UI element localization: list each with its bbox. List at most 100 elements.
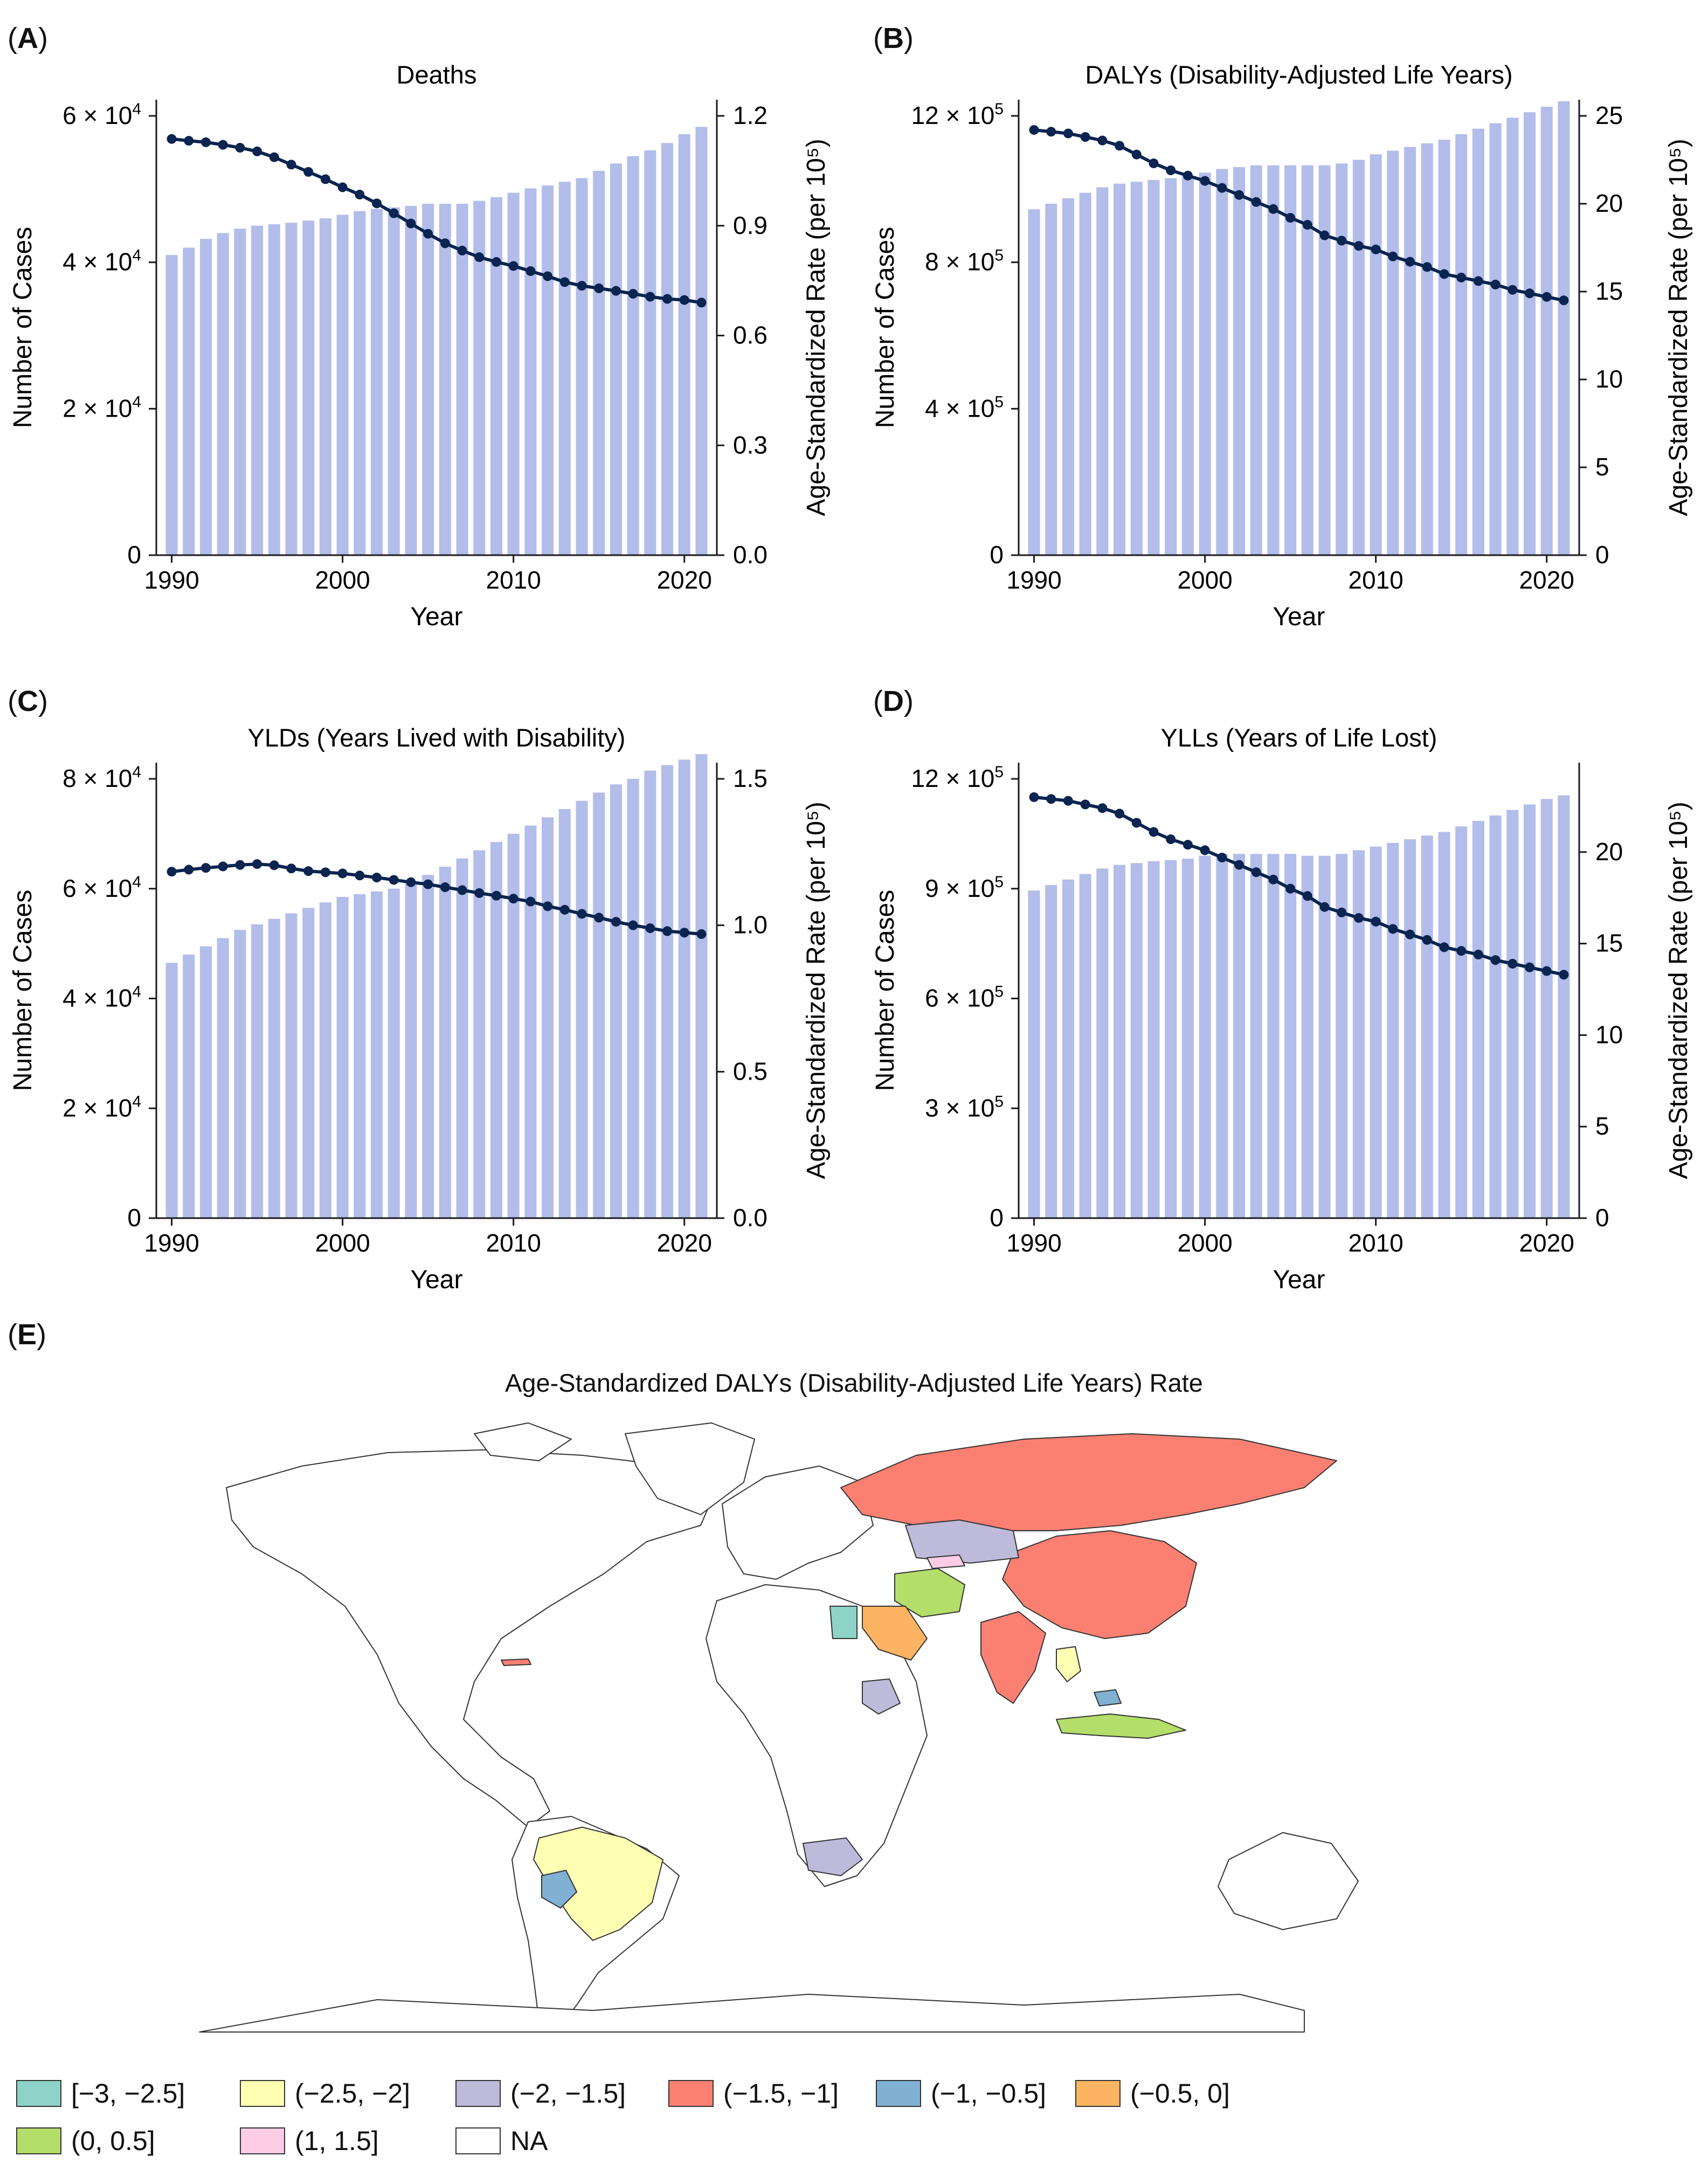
legend-label: (−1.5, −1] <box>723 2078 839 2109</box>
rate-point <box>303 866 314 876</box>
legend-item: (−2.5, −2] <box>240 2078 410 2109</box>
chart-title: DALYs (Disability-Adjusted Life Years) <box>1085 60 1512 89</box>
rate-point <box>1097 135 1108 146</box>
rate-point <box>1166 834 1176 845</box>
rate-point <box>1217 183 1227 193</box>
rate-point <box>269 152 279 162</box>
rate-point <box>457 885 467 895</box>
rate-point <box>1337 236 1347 246</box>
rate-point <box>1029 125 1039 135</box>
legend-item: (−2, −1.5] <box>455 2078 626 2109</box>
chart-ylls: YLLs (Years of Life Lost)1990 2000 2010 202… <box>871 723 1693 1294</box>
rate-point <box>320 174 330 184</box>
y-tick-label: 9 × 105 <box>925 873 1004 902</box>
bar <box>1438 140 1450 555</box>
rate-point <box>269 860 279 870</box>
x-tick-label: 2010 <box>1349 1229 1403 1257</box>
rate-point <box>1268 874 1278 884</box>
bar <box>319 218 331 556</box>
rate-point <box>474 252 485 262</box>
map-malaysia <box>1094 1689 1122 1706</box>
bar <box>695 127 708 555</box>
bar <box>1045 884 1057 1218</box>
rate-point <box>1353 241 1364 251</box>
map-egypt <box>829 1606 858 1639</box>
y2-tick-label: 5 <box>1595 1112 1609 1140</box>
rate-point <box>218 861 228 872</box>
rate-point <box>1319 230 1330 240</box>
bar <box>405 883 417 1218</box>
x-tick-label: 2020 <box>657 566 712 594</box>
bar <box>1540 799 1553 1218</box>
rate-point <box>1131 149 1142 160</box>
map-india <box>980 1611 1046 1704</box>
bar <box>490 197 503 555</box>
y-axis-label: Number of Cases <box>9 890 37 1091</box>
rate-point <box>1115 808 1125 819</box>
bar <box>251 225 264 555</box>
bar <box>576 800 588 1218</box>
rate-point <box>1508 958 1518 969</box>
legend-swatch <box>240 2127 285 2154</box>
bar <box>1489 815 1502 1218</box>
y-tick-label: 6 × 104 <box>63 873 141 902</box>
rate-point <box>389 208 399 218</box>
y-axis-label: Number of Cases <box>9 227 37 428</box>
bar <box>1318 855 1331 1218</box>
y2-tick-label: 15 <box>1595 277 1623 305</box>
legend-label: (0, 0.5] <box>71 2126 155 2156</box>
map-ethiopia <box>862 1678 901 1715</box>
bar <box>319 902 331 1218</box>
bar <box>1199 172 1211 555</box>
bar <box>1506 810 1519 1218</box>
bar <box>199 946 212 1218</box>
rate-point <box>200 863 211 873</box>
y-tick-label: 8 × 105 <box>925 247 1004 276</box>
bar <box>1506 118 1519 556</box>
bar <box>1062 879 1074 1218</box>
bar <box>627 779 639 1218</box>
rate-point <box>1473 276 1483 286</box>
bar <box>1524 804 1536 1218</box>
bar <box>1062 198 1074 555</box>
y-tick-label: 3 × 105 <box>925 1093 1004 1122</box>
bar <box>1216 854 1228 1218</box>
rate-point <box>1063 796 1073 806</box>
rate-point <box>1508 285 1518 295</box>
bar <box>1028 890 1040 1218</box>
bar <box>1404 839 1416 1218</box>
y2-tick-label: 0 <box>1595 541 1609 569</box>
rate-point <box>457 245 467 255</box>
rate-point <box>525 896 536 907</box>
y2-tick-label: 0.9 <box>733 211 767 239</box>
rate-point <box>1183 840 1193 850</box>
legend-item: (0, 0.5] <box>16 2125 155 2157</box>
panel-tag-c: (C) <box>8 685 48 717</box>
rate-line <box>171 862 702 936</box>
bar <box>439 204 451 555</box>
rate-point <box>696 929 707 939</box>
rate-point <box>543 271 553 281</box>
rate-point <box>1353 913 1364 923</box>
x-tick-label: 2000 <box>315 566 370 594</box>
rate-point <box>184 865 194 875</box>
x-tick-label: 2020 <box>1519 1229 1574 1257</box>
bar <box>1233 854 1246 1218</box>
x-tick-label: 2020 <box>1519 566 1574 594</box>
map-kyrgyzstan <box>926 1554 965 1569</box>
rate-point <box>611 286 621 296</box>
rate-point <box>1149 827 1159 837</box>
bar <box>1455 134 1468 556</box>
bar <box>183 247 195 555</box>
rate-point <box>1525 288 1535 299</box>
rate-point <box>1490 955 1500 965</box>
bar <box>610 784 622 1218</box>
bar <box>388 207 400 556</box>
y2-tick-label: 1.0 <box>733 911 767 939</box>
rate-point <box>594 283 604 293</box>
rate-point <box>1097 803 1108 813</box>
legend-item: NA <box>455 2125 548 2157</box>
legend-item: (1, 1.5] <box>240 2125 379 2157</box>
x-tick-label: 1990 <box>144 1229 199 1257</box>
rate-point <box>167 867 177 877</box>
